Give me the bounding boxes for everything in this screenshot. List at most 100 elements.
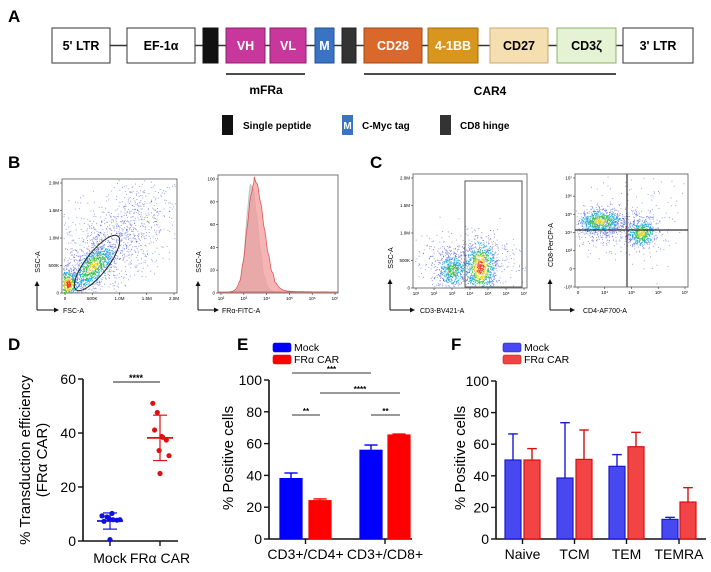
b-scatter-event-dot (110, 253, 112, 255)
c-scatter-event-dot (448, 235, 450, 237)
b-scatter-event-dot (144, 217, 146, 218)
c-scatter-event-dot (452, 270, 454, 272)
b-scatter-event-dot (103, 259, 105, 261)
c-scatter-event-dot (463, 242, 465, 244)
c-scatter-event-dot (490, 277, 492, 279)
b-scatter-event-dot (140, 200, 142, 201)
b-scatter-event-dot (86, 280, 88, 282)
b-scatter-event-dot (85, 279, 87, 281)
c-scatter-event-dot (479, 248, 481, 249)
c-quadrant-event-dot (609, 230, 611, 232)
c-scatter-event-dot (474, 261, 476, 263)
c-scatter-event-dot (476, 259, 478, 261)
c-quadrant-event-dot (600, 237, 602, 238)
c-quadrant-event-dot (586, 216, 588, 218)
c-scatter-event-dot (487, 269, 489, 270)
c-quadrant-event-dot (576, 224, 578, 226)
b-scatter-event-dot (88, 245, 90, 247)
c-quadrant-event-dot (644, 226, 646, 228)
c-scatter-event-dot (473, 247, 474, 249)
c-scatter-event-dot (467, 228, 469, 230)
b-scatter-event-dot (108, 245, 110, 247)
c-scatter-event-dot (454, 280, 456, 282)
b-scatter-event-dot (65, 289, 66, 291)
c-scatter-event-dot (462, 276, 464, 278)
c-quadrant-event-dot (605, 210, 607, 212)
b-scatter-event-dot (73, 279, 75, 281)
c-quadrant-event-dot (577, 231, 579, 233)
c-scatter-event-dot (481, 276, 483, 278)
b-scatter-event-dot (106, 261, 107, 263)
c-scatter-event-dot (493, 257, 495, 259)
b-scatter-event-dot (66, 282, 68, 284)
c-quadrant-event-dot (682, 192, 684, 194)
b-scatter-event-dot (128, 254, 130, 255)
c-scatter-event-dot (448, 250, 450, 252)
c-scatter-event-dot (476, 270, 478, 272)
b-scatter-event-dot (75, 224, 76, 226)
b-scatter-event-dot (97, 271, 99, 273)
c-scatter-event-dot (418, 263, 420, 265)
c-scatter-event-dot (455, 267, 457, 269)
c-scatter-event-dot (426, 264, 427, 266)
b-scatter-event-dot (91, 244, 93, 246)
c-quadrant-event-dot (615, 237, 617, 238)
c-scatter-event-dot (492, 270, 494, 272)
b-scatter-event-dot (114, 275, 116, 277)
c-scatter-event-dot (478, 248, 480, 250)
c-scatter-event-dot (455, 270, 457, 271)
c-scatter-event-dot (441, 271, 442, 273)
c-scatter-event-dot (475, 272, 477, 274)
c-scatter-event-dot (470, 282, 472, 284)
c-scatter-event-dot (455, 263, 457, 264)
c-scatter-event-dot (463, 268, 465, 270)
b-scatter-event-dot (84, 266, 85, 268)
c-scatter-event-dot (457, 250, 458, 252)
c-scatter-event-dot (478, 273, 480, 275)
b-scatter-event-dot (99, 253, 101, 255)
b-scatter-event-dot (145, 237, 147, 239)
b-scatter-event-dot (101, 279, 103, 281)
c-scatter-event-dot (491, 283, 493, 285)
b-scatter-event-dot (77, 286, 79, 288)
b-scatter-event-dot (64, 286, 65, 288)
b-scatter-event-dot (75, 272, 77, 274)
b-scatter-event-dot (73, 279, 75, 281)
b-scatter-event-dot (102, 248, 104, 250)
c-scatter-event-dot (458, 264, 460, 266)
c-scatter-x-tick-label: 10¹ (413, 291, 420, 296)
b-scatter-event-dot (84, 261, 86, 262)
c-scatter-event-dot (473, 261, 474, 263)
c-scatter-event-dot (489, 252, 491, 254)
c-scatter-event-dot (489, 263, 491, 265)
c-scatter-event-dot (481, 259, 483, 261)
b-scatter-event-dot (145, 262, 146, 264)
c-scatter-event-dot (485, 251, 487, 253)
b-scatter-event-dot (95, 257, 97, 259)
c-scatter-event-dot (517, 270, 519, 272)
b-scatter-event-dot (97, 252, 99, 254)
c-scatter-event-dot (475, 261, 477, 263)
b-scatter-event-dot (86, 254, 88, 256)
b-scatter-event-dot (137, 217, 139, 219)
b-scatter-event-dot (69, 277, 71, 279)
b-scatter-event-dot (118, 258, 120, 260)
b-scatter-event-dot (113, 247, 115, 249)
b-scatter-event-dot (66, 274, 68, 276)
c-quadrant-event-dot (616, 243, 618, 245)
c-scatter-event-dot (422, 252, 424, 254)
b-scatter-event-dot (81, 277, 82, 279)
b-scatter-event-dot (76, 269, 78, 271)
c-quadrant-event-dot (596, 223, 597, 225)
c-scatter-event-dot (467, 277, 469, 279)
c-quadrant-event-dot (596, 220, 597, 222)
b-scatter-event-dot (99, 247, 101, 249)
c-quadrant-event-dot (579, 230, 581, 232)
b-scatter-event-dot (121, 220, 123, 222)
b-scatter-event-dot (92, 268, 94, 270)
c-scatter-event-dot (442, 252, 444, 253)
b-scatter-event-dot (110, 264, 111, 266)
c-scatter-event-dot (485, 258, 487, 260)
c-scatter-event-dot (481, 250, 483, 252)
b-scatter-event-dot (63, 274, 64, 276)
